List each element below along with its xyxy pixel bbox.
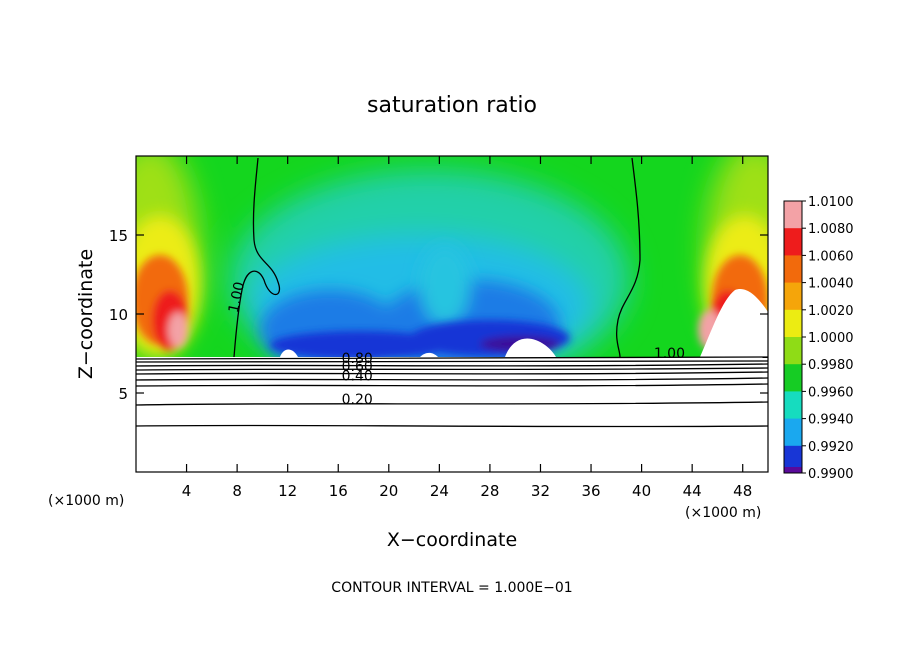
colorbar-segment [784,445,802,474]
contour-label: 0.40 [342,368,373,384]
colorbar-segment [784,201,802,229]
colorbar-segment [784,255,802,284]
colorbar-label: 0.9940 [808,413,854,428]
x-tick-label: 28 [480,482,499,500]
x-tick-label: 16 [329,482,348,500]
x-tick-label: 32 [531,482,550,500]
x-tick-label: 24 [430,482,449,500]
y-axis-label: Z−coordinate [75,249,97,379]
colorbar-label: 1.0060 [808,249,854,264]
x-tick-label: 20 [379,482,398,500]
colorbar-label: 1.0020 [808,304,854,319]
colorbar-label: 1.0080 [808,222,854,237]
x-tick-label: 48 [733,482,752,500]
contour-label: 1.00 [226,280,248,314]
colorbar-label: 1.0000 [808,331,854,346]
x-axis-ticks: 4 8 12 16 20 24 28 32 36 40 44 48 [182,156,752,500]
chart-title: saturation ratio [367,93,537,118]
contour-label: 1.00 [654,346,685,362]
colorbar-label: 0.9900 [808,467,854,482]
colorbar-segment [784,391,802,420]
x-tick-label: 8 [232,482,242,500]
x-tick-label: 4 [182,482,192,500]
y-tick-label: 10 [109,306,128,324]
x-axis-label: X−coordinate [387,529,517,551]
colorbar-segment [784,467,802,473]
contour-interval-note: CONTOUR INTERVAL = 1.000E−01 [331,580,572,596]
x-unit-label-left: (×1000 m) [48,493,124,509]
colorbar-segment [784,282,802,311]
colorbar-segment [784,309,802,338]
colorbar-segment [784,418,802,447]
x-tick-label: 36 [581,482,600,500]
colorbar: 1.0100 1.0080 1.0060 1.0040 1.0020 1.0000 0.99… [783,195,854,482]
y-axis-ticks: 5 10 15 [109,227,768,403]
colorbar-label: 0.9960 [808,385,854,400]
contour-label: 0.80 [342,351,373,367]
colorbar-label: 1.0040 [808,277,854,292]
x-tick-label: 44 [683,482,702,500]
colorbar-label: 1.0100 [808,195,854,210]
colorbar-label: 0.9920 [808,440,854,455]
colorbar-segment [784,228,802,256]
x-tick-label: 40 [632,482,651,500]
colorbar-segment [784,364,802,392]
colorbar-segment [784,337,802,365]
y-tick-label: 5 [118,385,128,403]
colorbar-label: 0.9980 [808,358,854,373]
heatmap-field [136,156,768,472]
contour-labels: 1.00 1.00 0.800.600.40 0.20 [226,280,685,408]
y-tick-label: 15 [109,227,128,245]
x-tick-label: 12 [278,482,297,500]
contour-label: 0.20 [342,392,373,408]
x-unit-label-right: (×1000 m) [685,505,761,521]
contour-label: 0.60 [342,359,373,375]
contour-lines [135,157,769,428]
